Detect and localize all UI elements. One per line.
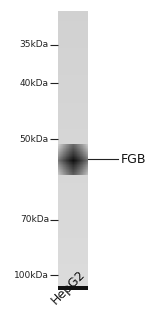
Text: FGB: FGB bbox=[121, 153, 146, 166]
Text: 70kDa: 70kDa bbox=[20, 215, 49, 224]
Text: 35kDa: 35kDa bbox=[20, 40, 49, 49]
Bar bbox=[58, 286, 88, 290]
Text: 40kDa: 40kDa bbox=[20, 79, 49, 88]
Text: 50kDa: 50kDa bbox=[20, 135, 49, 144]
Text: HepG2: HepG2 bbox=[49, 268, 88, 307]
Text: 100kDa: 100kDa bbox=[14, 271, 49, 280]
